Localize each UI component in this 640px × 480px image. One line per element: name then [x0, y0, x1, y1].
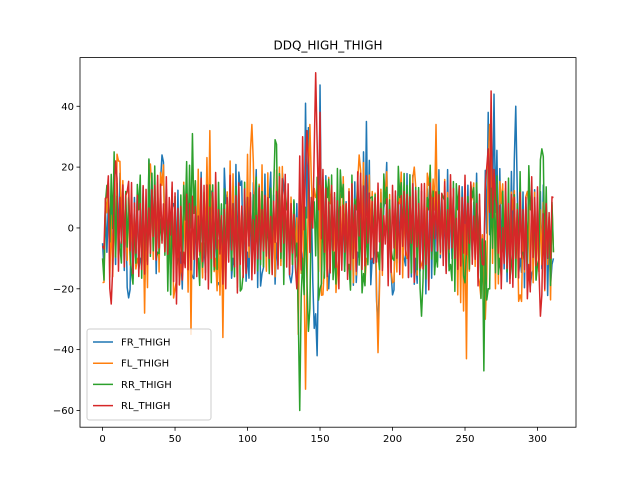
y-tick-label: 0 [68, 223, 74, 234]
y-tick-label: −40 [53, 345, 74, 356]
x-tick-label: 250 [455, 434, 474, 445]
x-tick-label: 300 [528, 434, 547, 445]
x-tick-label: 150 [310, 434, 329, 445]
x-axis: 0 50 100 150 200 250 300 [99, 427, 547, 445]
series-line-rl-thigh [101, 72, 554, 317]
y-tick-label: 20 [61, 163, 74, 174]
y-axis: −60 −40 −20 0 20 40 [53, 102, 80, 417]
legend: FR_THIGH FL_THIGH RR_THIGH RL_THIGH [86, 328, 212, 421]
legend-label: RL_THIGH [121, 401, 170, 412]
y-tick-label: −20 [53, 284, 74, 295]
axes-frame [79, 57, 577, 428]
x-tick-label: 100 [238, 434, 257, 445]
legend-label: FL_THIGH [121, 359, 169, 370]
legend-label: FR_THIGH [121, 338, 171, 349]
x-tick-label: 200 [383, 434, 402, 445]
plot-area [101, 72, 555, 412]
legend-label: RR_THIGH [121, 380, 172, 391]
y-tick-label: 40 [61, 102, 74, 113]
x-tick-label: 50 [169, 434, 182, 445]
x-tick-label: 0 [99, 434, 105, 445]
y-tick-label: −60 [53, 406, 74, 417]
legend-box [86, 328, 212, 421]
chart-title: DDQ_HIGH_THIGH [273, 39, 382, 53]
